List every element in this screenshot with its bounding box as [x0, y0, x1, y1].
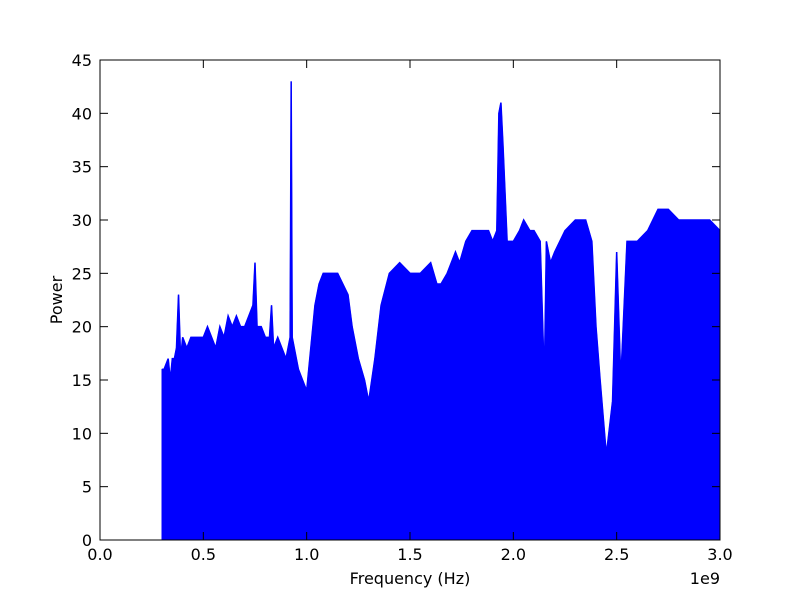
y-tick-label: 25 [72, 264, 92, 283]
series-0-line [162, 81, 721, 455]
x-tick-label: 3.0 [707, 545, 732, 564]
y-tick-label: 5 [82, 478, 92, 497]
y-tick-label: 30 [72, 211, 92, 230]
y-tick-label: 0 [82, 531, 92, 550]
x-tick-label: 1.5 [397, 545, 422, 564]
x-tick-label: 0.0 [87, 545, 112, 564]
y-tick-label: 45 [72, 51, 92, 70]
x-axis-label: Frequency (Hz) [350, 569, 471, 588]
y-tick-label: 10 [72, 424, 92, 443]
y-tick-label: 35 [72, 158, 92, 177]
x-axis-offset-label: 1e9 [690, 569, 720, 588]
y-axis-label: Power [47, 275, 66, 324]
y-tick-label: 40 [72, 104, 92, 123]
y-tick-label: 15 [72, 371, 92, 390]
x-tick-label: 1.0 [294, 545, 319, 564]
y-tick-label: 20 [72, 318, 92, 337]
x-tick-label: 2.5 [604, 545, 629, 564]
plot-frame [99, 59, 721, 541]
x-tick-label: 2.0 [501, 545, 526, 564]
x-tick-label: 0.5 [191, 545, 216, 564]
